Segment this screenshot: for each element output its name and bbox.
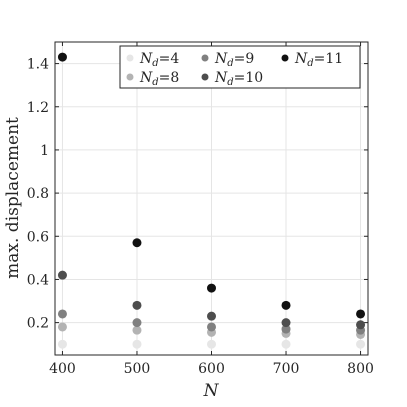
data-point-nd4-x700 [281,339,291,349]
x-tick-label: 700 [273,361,300,377]
legend-label: Nd=11 [294,51,343,69]
x-tick-label: 800 [347,361,374,377]
legend-marker [201,54,209,62]
y-tick-label: 0.8 [27,186,49,202]
data-points [57,52,366,349]
data-point-nd9-x600 [207,322,216,332]
legend-box [119,45,361,89]
x-tick-label: 500 [124,361,151,377]
data-point-nd4-x500 [132,339,142,349]
data-point-nd11-x800 [356,309,366,319]
data-point-nd9-x500 [132,318,142,328]
legend-label: Nd=9 [214,51,254,69]
legend-label: Nd=4 [139,51,179,69]
y-tick-label: 1.2 [27,100,49,116]
grid [55,42,368,355]
data-point-nd10-x500 [132,300,142,310]
y-axis-label: max. displacement [3,117,23,279]
y-tick-label: 0.4 [27,272,49,288]
data-point-nd10-x400 [57,270,67,280]
y-tick-label: 1 [40,143,49,159]
axis-ticks: 400 500 600 700 800 0.2 0.4 0.6 0.8 1 1.2 1.4 [27,42,374,377]
legend-label: Nd=8 [139,70,179,88]
data-point-nd8-x400 [57,322,67,332]
data-point-nd11-x500 [132,238,142,248]
data-point-nd11-x600 [207,283,216,293]
data-point-nd10-x700 [281,318,291,328]
legend-marker [126,73,134,81]
data-point-nd8-x500 [132,325,142,335]
data-point-nd4-x800 [356,339,366,349]
data-point-nd10-x600 [207,311,216,321]
data-point-nd4-x600 [207,339,216,349]
x-axis-label: N [203,381,220,401]
data-point-nd9-x700 [281,324,291,334]
y-tick-label: 0.6 [27,229,49,245]
legend-label: Nd=10 [214,70,263,88]
data-point-nd11-x700 [281,300,291,310]
x-tick-label: 400 [49,361,76,377]
y-tick-label: 0.2 [27,316,49,332]
data-point-nd9-x400 [57,309,67,319]
data-point-nd11-x400 [57,52,67,62]
legend-marker [126,54,134,62]
legend-marker [281,54,289,62]
legend-marker [201,73,209,81]
data-point-nd4-x400 [57,339,67,349]
y-tick-label: 1.4 [27,57,49,73]
legend: Nd=4Nd=8 Nd=9Nd=10 Nd=11 [119,45,361,89]
x-tick-label: 600 [198,361,225,377]
data-point-nd10-x800 [356,320,366,330]
